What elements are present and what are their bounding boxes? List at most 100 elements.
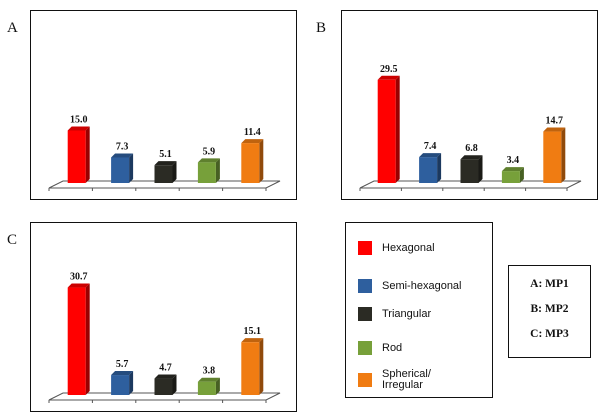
bar-semi-hexagonal (419, 153, 442, 183)
value-label-triangular: 6.8 (465, 143, 478, 154)
bar-spherical-irregular (543, 127, 566, 183)
chart-b-svg: 29.5 7.4 6.8 3.4 14.7 (359, 64, 582, 191)
bar-side (215, 377, 220, 395)
legend-item-rod: Rod (358, 341, 402, 355)
legend-label-triangular: Triangular (382, 307, 432, 320)
bar-front (67, 287, 86, 395)
chart-floor (48, 180, 281, 189)
value-label-hexagonal: 30.7 (70, 272, 88, 283)
bar-side (129, 153, 134, 183)
bar-spherical-irregular (241, 139, 264, 183)
bar-front (111, 375, 130, 395)
value-label-triangular: 4.7 (159, 363, 172, 374)
bar-top (377, 75, 400, 80)
legend-swatch-hexagonal (358, 241, 372, 255)
panel-letter-b: B (316, 20, 327, 36)
bar-side (172, 161, 177, 183)
chart-c-svg: 30.7 5.7 4.7 3.8 15.1 (48, 272, 281, 403)
bar-front (460, 159, 479, 183)
bar-rod (501, 167, 524, 183)
chart-floor (48, 392, 281, 401)
value-label-rod: 3.4 (507, 155, 520, 166)
value-label-semi-hexagonal: 7.3 (116, 141, 129, 152)
value-label-spherical-irregular: 11.4 (244, 127, 261, 138)
value-label-hexagonal: 15.0 (70, 115, 88, 126)
bar-semi-hexagonal (111, 153, 134, 183)
bar-top (197, 158, 220, 163)
bar-top (154, 374, 177, 379)
bar-top (111, 371, 134, 376)
legend-item-triangular: Triangular (358, 307, 431, 321)
bar-top (67, 126, 90, 131)
bar-triangular (154, 374, 177, 395)
value-label-rod: 3.8 (203, 366, 216, 377)
legend-label-rod: Rod (382, 341, 403, 354)
bar-hexagonal (67, 283, 90, 395)
bar-front (67, 130, 86, 183)
chart-floor (359, 180, 582, 189)
value-label-rod: 5.9 (203, 146, 216, 157)
bar-side (259, 139, 264, 183)
bar-front (154, 378, 173, 395)
bar-top (197, 377, 220, 382)
panel-letter-a: A (7, 20, 18, 36)
bar-side (259, 338, 264, 395)
key-line-b: B: MP2 (530, 303, 569, 315)
legend-label-spherical-irregular: Spherical/ Irregular (382, 368, 431, 391)
value-label-triangular: 5.1 (159, 149, 172, 160)
bar-front (197, 162, 216, 183)
bar-front (197, 381, 216, 395)
bar-top (111, 153, 134, 158)
bar-front (241, 342, 260, 395)
legend-item-hexagonal: Hexagonal (358, 241, 435, 255)
bar-top (241, 139, 264, 144)
panel-letter-c: C (7, 232, 18, 248)
bar-rod (197, 158, 220, 183)
bar-side (172, 374, 177, 395)
bar-side (437, 153, 442, 183)
key-line-c: C: MP3 (530, 328, 569, 340)
bar-spherical-irregular (241, 338, 264, 395)
legend: Hexagonal Semi-hexagonal Triangular Rod … (345, 222, 493, 398)
bar-semi-hexagonal (111, 371, 134, 395)
bar-front (111, 157, 130, 183)
key-line-a: A: MP1 (530, 278, 569, 290)
bar-side (395, 75, 400, 183)
bar-side (129, 371, 134, 395)
bar-front (154, 165, 173, 183)
bar-front (241, 143, 260, 183)
bar-front (419, 157, 438, 183)
value-label-semi-hexagonal: 5.7 (116, 359, 129, 370)
chart-a-svg: 15.0 7.3 5.1 5.9 11.4 (48, 115, 281, 191)
value-label-semi-hexagonal: 7.4 (424, 141, 437, 152)
legend-label-hexagonal: Hexagonal (382, 241, 435, 254)
value-label-spherical-irregular: 15.1 (244, 326, 261, 337)
bar-hexagonal (67, 126, 90, 183)
legend-swatch-triangular (358, 307, 372, 321)
bar-front (543, 131, 562, 183)
bar-side (561, 127, 566, 183)
panel-key: A: MP1 B: MP2 C: MP3 (508, 265, 591, 358)
legend-item-semi-hexagonal: Semi-hexagonal (358, 279, 462, 293)
bar-side (85, 126, 90, 183)
bar-rod (197, 377, 220, 395)
bar-top (419, 153, 442, 158)
bar-front (501, 171, 520, 183)
legend-swatch-rod (358, 341, 372, 355)
bar-triangular (460, 155, 483, 183)
value-label-hexagonal: 29.5 (380, 64, 398, 75)
bar-side (519, 167, 524, 183)
bar-hexagonal (377, 75, 400, 183)
bar-side (85, 283, 90, 395)
bar-top (501, 167, 524, 172)
legend-swatch-semi-hexagonal (358, 279, 372, 293)
value-label-spherical-irregular: 14.7 (546, 116, 564, 127)
bar-side (478, 155, 483, 183)
bar-top (460, 155, 483, 160)
legend-item-spherical-irregular: Spherical/ Irregular (358, 369, 431, 391)
bar-side (215, 158, 220, 183)
chart-panel-a: 15.0 7.3 5.1 5.9 11.4 (30, 10, 297, 200)
bar-triangular (154, 161, 177, 183)
legend-label-semi-hexagonal: Semi-hexagonal (382, 279, 462, 292)
bar-top (241, 338, 264, 343)
